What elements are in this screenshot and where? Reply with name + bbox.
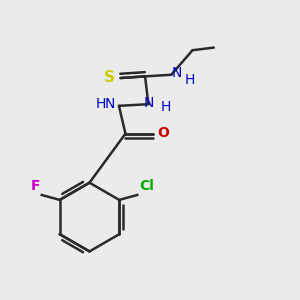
Text: O: O [157, 126, 169, 140]
Text: N: N [172, 66, 182, 80]
Text: N: N [143, 96, 154, 110]
Text: Cl: Cl [139, 179, 154, 193]
Text: F: F [31, 179, 40, 193]
Text: H: H [161, 100, 171, 115]
Text: S: S [104, 70, 115, 85]
Text: H: H [185, 73, 195, 87]
Text: H: H [96, 97, 106, 111]
Text: N: N [105, 97, 115, 111]
